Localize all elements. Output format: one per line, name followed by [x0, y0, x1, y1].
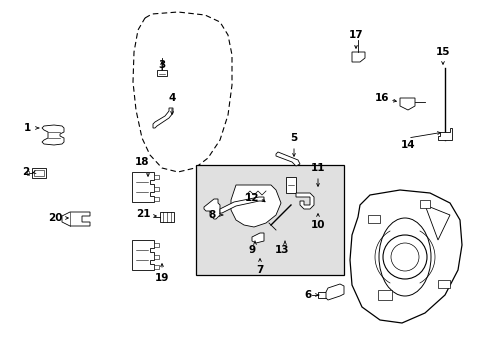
Bar: [154, 243, 159, 247]
Bar: [34, 170, 44, 176]
Text: 15: 15: [435, 47, 449, 57]
Bar: [377, 290, 391, 300]
Text: 10: 10: [310, 220, 325, 230]
Polygon shape: [203, 199, 220, 219]
Bar: [154, 187, 159, 191]
Text: 21: 21: [136, 209, 150, 219]
Polygon shape: [275, 152, 299, 166]
Bar: [285, 177, 295, 193]
Text: 18: 18: [135, 157, 149, 167]
Text: 9: 9: [248, 245, 255, 255]
Text: 13: 13: [274, 245, 289, 255]
Bar: [367, 215, 379, 223]
Text: 4: 4: [168, 93, 175, 103]
Text: 16: 16: [374, 93, 388, 103]
Text: 2: 2: [22, 167, 30, 177]
Polygon shape: [437, 128, 451, 140]
Polygon shape: [251, 233, 264, 243]
Bar: [154, 175, 159, 179]
Bar: [196, 165, 343, 275]
Bar: [27, 171, 29, 175]
Polygon shape: [132, 240, 154, 270]
Text: 7: 7: [256, 265, 263, 275]
Bar: [317, 292, 325, 298]
Text: 12: 12: [244, 193, 259, 203]
Polygon shape: [230, 185, 281, 227]
Bar: [160, 212, 174, 222]
Polygon shape: [62, 212, 90, 226]
Text: 19: 19: [155, 273, 169, 283]
Bar: [157, 70, 167, 76]
Polygon shape: [424, 205, 449, 240]
Polygon shape: [153, 108, 173, 128]
Polygon shape: [220, 197, 264, 213]
Text: 3: 3: [158, 60, 165, 70]
Polygon shape: [132, 172, 154, 202]
Bar: [154, 197, 159, 201]
Text: 11: 11: [310, 163, 325, 173]
Ellipse shape: [378, 218, 430, 296]
Bar: [154, 265, 159, 269]
Polygon shape: [399, 98, 414, 110]
Polygon shape: [325, 284, 343, 300]
Text: 17: 17: [348, 30, 363, 40]
Text: 8: 8: [208, 210, 215, 220]
Polygon shape: [295, 193, 313, 209]
Polygon shape: [351, 52, 364, 62]
Text: 1: 1: [23, 123, 31, 133]
Bar: [437, 280, 449, 288]
Text: 6: 6: [304, 290, 311, 300]
Text: 5: 5: [290, 133, 297, 143]
Bar: [419, 200, 429, 208]
Bar: [32, 168, 46, 178]
Bar: [154, 255, 159, 259]
Polygon shape: [349, 190, 461, 323]
Text: 14: 14: [400, 140, 414, 150]
Text: 20: 20: [48, 213, 62, 223]
Polygon shape: [42, 125, 64, 145]
